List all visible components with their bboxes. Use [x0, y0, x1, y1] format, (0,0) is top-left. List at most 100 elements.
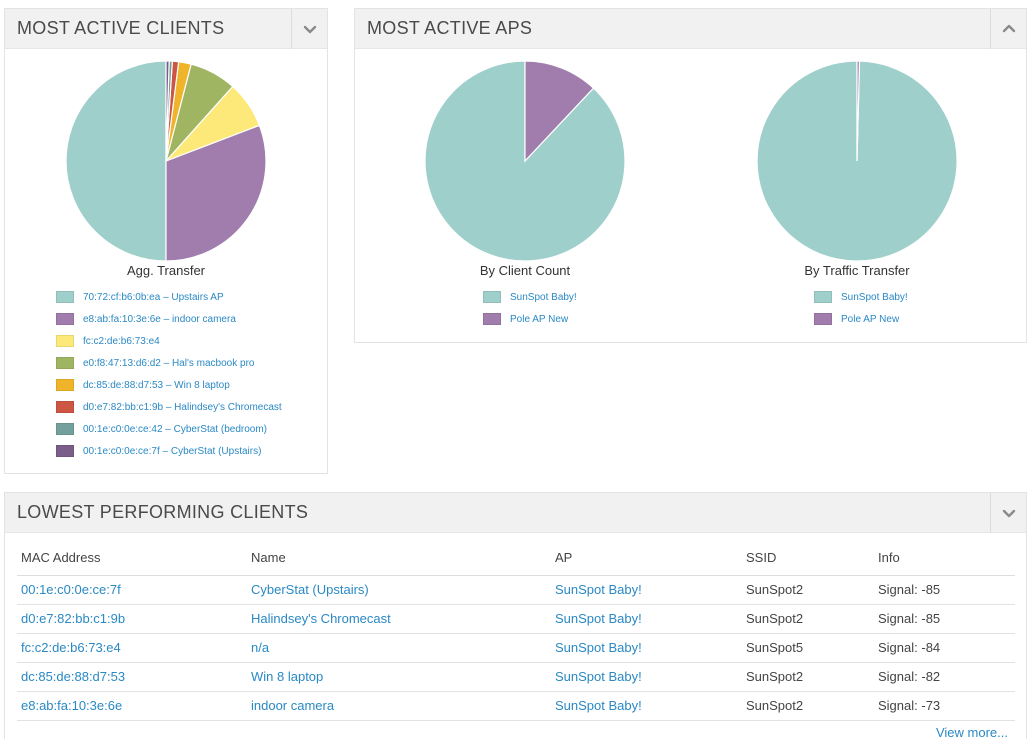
legend-swatch: [814, 313, 832, 325]
legend-item[interactable]: SunSpot Baby!: [814, 286, 908, 308]
legend-label: 70:72:cf:b6:0b:ea – Upstairs AP: [83, 291, 224, 303]
traffic-transfer-pie-chart: [756, 60, 958, 262]
pie-slice[interactable]: [165, 60, 170, 162]
legend-swatch: [483, 313, 501, 325]
column-header-mac[interactable]: MAC Address: [17, 541, 247, 576]
ap-link[interactable]: SunSpot Baby!: [551, 604, 742, 634]
most-active-clients-panel: MOST ACTIVE CLIENTS Agg. Transfer 70:72:…: [4, 8, 328, 474]
legend-label: dc:85:de:88:d7:53 – Win 8 laptop: [83, 379, 230, 391]
ap-link[interactable]: SunSpot Baby!: [551, 633, 742, 663]
client-name-link[interactable]: CyberStat (Upstairs): [247, 575, 551, 605]
legend-label: Pole AP New: [841, 313, 900, 325]
column-header-name[interactable]: Name: [247, 541, 551, 576]
lowest-performing-clients-panel: LOWEST PERFORMING CLIENTS MAC Address Na…: [4, 492, 1027, 740]
pie-chart-label: By Traffic Transfer: [804, 263, 910, 278]
legend-swatch: [56, 401, 74, 413]
legend-item[interactable]: 70:72:cf:b6:0b:ea – Upstairs AP: [56, 286, 282, 308]
ssid-cell: SunSpot2: [742, 662, 874, 692]
legend-label: d0:e7:82:bb:c1:9b – Halindsey's Chromeca…: [83, 401, 282, 413]
chart-legend: 70:72:cf:b6:0b:ea – Upstairs AP e8:ab:fa:…: [56, 286, 282, 462]
table-row: fc:c2:de:b6:73:e4 n/a SunSpot Baby! SunS…: [17, 633, 1015, 663]
legend-label: 00:1e:c0:0e:ce:42 – CyberStat (bedroom): [83, 423, 267, 435]
legend-label: 00:1e:c0:0e:ce:7f – CyberStat (Upstairs): [83, 445, 262, 457]
legend-swatch: [814, 291, 832, 303]
ssid-cell: SunSpot2: [742, 691, 874, 721]
legend-swatch: [56, 335, 74, 347]
legend-item[interactable]: 00:1e:c0:0e:ce:42 – CyberStat (bedroom): [56, 418, 282, 440]
mac-address-link[interactable]: dc:85:de:88:d7:53: [17, 662, 247, 692]
legend-label: SunSpot Baby!: [841, 291, 908, 303]
panel-header: MOST ACTIVE APS: [355, 9, 1026, 49]
client-name-link[interactable]: Win 8 laptop: [247, 662, 551, 692]
ssid-cell: SunSpot2: [742, 575, 874, 605]
legend-item[interactable]: fc:c2:de:b6:73:e4: [56, 330, 282, 352]
panel-title: MOST ACTIVE CLIENTS: [17, 18, 225, 38]
legend-item[interactable]: Pole AP New: [483, 308, 577, 330]
legend-item[interactable]: e0:f8:47:13:d6:d2 – Hal's macbook pro: [56, 352, 282, 374]
collapse-toggle-button[interactable]: [990, 493, 1026, 533]
table-row: 00:1e:c0:0e:ce:7f CyberStat (Upstairs) S…: [17, 575, 1015, 605]
client-name-link[interactable]: Halindsey's Chromecast: [247, 604, 551, 634]
legend-item[interactable]: SunSpot Baby!: [483, 286, 577, 308]
legend-swatch: [483, 291, 501, 303]
collapse-toggle-button[interactable]: [990, 9, 1026, 49]
chevron-down-icon: [303, 25, 316, 34]
legend-item[interactable]: Pole AP New: [814, 308, 908, 330]
info-cell: Signal: -82: [874, 662, 1015, 692]
legend-item[interactable]: e8:ab:fa:10:3e:6e – indoor camera: [56, 308, 282, 330]
info-cell: Signal: -73: [874, 691, 1015, 721]
panel-title: MOST ACTIVE APS: [367, 18, 533, 38]
chart-legend: SunSpot Baby! Pole AP New: [814, 286, 908, 330]
mac-address-link[interactable]: d0:e7:82:bb:c1:9b: [17, 604, 247, 634]
pie-slice[interactable]: [65, 60, 167, 262]
legend-label: e0:f8:47:13:d6:d2 – Hal's macbook pro: [83, 357, 255, 369]
legend-swatch: [56, 379, 74, 391]
collapse-toggle-button[interactable]: [291, 9, 327, 49]
legend-swatch: [56, 357, 74, 369]
chevron-down-icon: [1002, 509, 1015, 518]
legend-item[interactable]: d0:e7:82:bb:c1:9b – Halindsey's Chromeca…: [56, 396, 282, 418]
agg-transfer-pie-chart: [65, 60, 267, 262]
column-header-ssid[interactable]: SSID: [742, 541, 874, 576]
mac-address-link[interactable]: fc:c2:de:b6:73:e4: [17, 633, 247, 663]
pie-slice[interactable]: [856, 60, 861, 162]
client-name-link[interactable]: n/a: [247, 633, 551, 663]
info-cell: Signal: -84: [874, 633, 1015, 663]
client-name-link[interactable]: indoor camera: [247, 691, 551, 721]
column-header-info[interactable]: Info: [874, 541, 1015, 576]
legend-swatch: [56, 445, 74, 457]
pie-slice[interactable]: [524, 60, 595, 163]
legend-swatch: [56, 423, 74, 435]
legend-item[interactable]: dc:85:de:88:d7:53 – Win 8 laptop: [56, 374, 282, 396]
ap-link[interactable]: SunSpot Baby!: [551, 575, 742, 605]
ssid-cell: SunSpot2: [742, 604, 874, 634]
ap-link[interactable]: SunSpot Baby!: [551, 662, 742, 692]
info-cell: Signal: -85: [874, 604, 1015, 634]
panel-title: LOWEST PERFORMING CLIENTS: [17, 502, 309, 522]
ap-link[interactable]: SunSpot Baby!: [551, 691, 742, 721]
most-active-aps-panel: MOST ACTIVE APS By Client Count SunSpot …: [354, 8, 1027, 343]
info-cell: Signal: -85: [874, 575, 1015, 605]
mac-address-link[interactable]: 00:1e:c0:0e:ce:7f: [17, 575, 247, 605]
legend-swatch: [56, 291, 74, 303]
legend-label: e8:ab:fa:10:3e:6e – indoor camera: [83, 313, 236, 325]
legend-label: Pole AP New: [510, 313, 569, 325]
column-header-ap[interactable]: AP: [551, 541, 742, 576]
pie-slice[interactable]: [165, 124, 267, 262]
lowest-performing-clients-table: MAC Address Name AP SSID Info 00:1e:c0:0…: [17, 541, 1015, 721]
table-row: d0:e7:82:bb:c1:9b Halindsey's Chromecast…: [17, 604, 1015, 634]
pie-chart-label: Agg. Transfer: [126, 263, 206, 278]
table-row: e8:ab:fa:10:3e:6e indoor camera SunSpot …: [17, 691, 1015, 721]
legend-label: SunSpot Baby!: [510, 291, 577, 303]
table-row: dc:85:de:88:d7:53 Win 8 laptop SunSpot B…: [17, 662, 1015, 692]
table-header-row: MAC Address Name AP SSID Info: [17, 541, 1015, 576]
mac-address-link[interactable]: e8:ab:fa:10:3e:6e: [17, 691, 247, 721]
pie-chart-label: By Client Count: [479, 263, 571, 278]
view-more-link[interactable]: View more...: [935, 725, 1008, 740]
chart-legend: SunSpot Baby! Pole AP New: [483, 286, 577, 330]
legend-swatch: [56, 313, 74, 325]
panel-header: LOWEST PERFORMING CLIENTS: [5, 493, 1026, 533]
chevron-up-icon: [1002, 24, 1015, 33]
panel-header: MOST ACTIVE CLIENTS: [5, 9, 327, 49]
legend-item[interactable]: 00:1e:c0:0e:ce:7f – CyberStat (Upstairs): [56, 440, 282, 462]
